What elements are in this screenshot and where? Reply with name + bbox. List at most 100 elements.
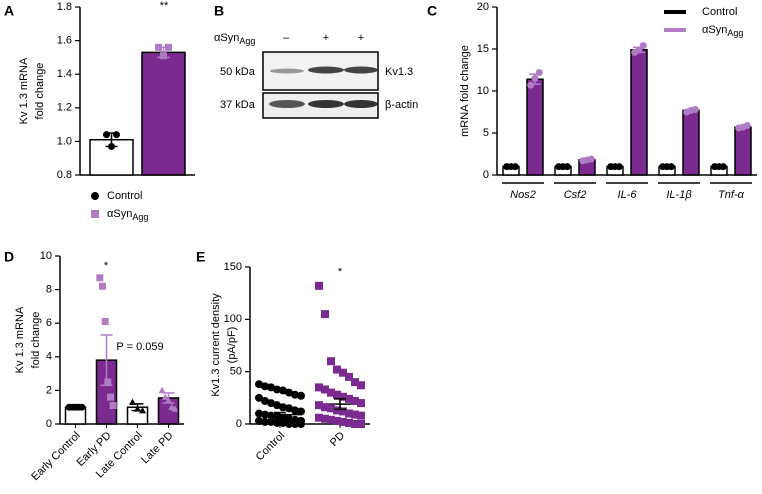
protein-label: β-actin	[385, 99, 418, 111]
y-tick-label: 0.8	[57, 169, 72, 181]
y-axis-label: fold change	[34, 63, 46, 120]
point	[267, 399, 275, 408]
size-label: 50 kDa	[220, 66, 256, 78]
y-tick-label: 100	[224, 313, 242, 325]
point	[297, 391, 305, 400]
y-tick-label: 10	[40, 250, 52, 262]
blot-band	[308, 100, 344, 108]
bar	[630, 49, 648, 176]
point	[315, 413, 323, 422]
point	[351, 420, 359, 428]
point	[351, 410, 359, 419]
point	[261, 382, 269, 391]
point	[91, 210, 99, 218]
point	[339, 392, 347, 401]
point	[351, 396, 359, 405]
point	[339, 368, 347, 377]
point	[291, 406, 299, 415]
x-tick-label: IL-6	[618, 189, 638, 201]
point	[535, 69, 543, 77]
y-axis-label: mRNA fold change	[459, 45, 471, 137]
y-axis-label: Kv1.3 current density	[210, 293, 222, 397]
y-axis-label: fold change	[30, 312, 42, 369]
bar	[526, 78, 544, 176]
point	[96, 274, 104, 282]
point	[255, 393, 263, 402]
point	[267, 411, 275, 420]
point	[511, 163, 519, 171]
y-tick-label: 2	[46, 384, 52, 396]
legend-name: Control	[107, 190, 142, 202]
y-tick-label: 1.0	[57, 135, 72, 147]
point	[267, 383, 275, 392]
point	[291, 390, 299, 399]
point	[285, 404, 293, 413]
y-tick-label: 1.2	[57, 102, 72, 114]
point	[357, 411, 365, 420]
bar	[141, 51, 186, 176]
point	[158, 386, 166, 394]
y-tick-label: 6	[46, 317, 52, 329]
lane-label: +	[323, 32, 329, 44]
point	[339, 417, 347, 426]
blot-band	[344, 100, 378, 108]
point	[345, 394, 353, 403]
panel-label: E	[196, 249, 205, 265]
treatment-sub: Agg	[239, 36, 255, 46]
point	[255, 409, 263, 418]
point	[333, 365, 341, 374]
blot-band	[270, 68, 304, 74]
x-tick-label: Nos2	[510, 189, 536, 201]
point	[321, 414, 329, 423]
y-tick-label: 1.8	[57, 1, 72, 13]
x-tick-label: IL-1β	[666, 189, 692, 201]
y-tick-label: 20	[477, 1, 489, 13]
point	[345, 372, 353, 381]
y-axis-label: (pA/pF)	[226, 327, 238, 364]
bar	[734, 126, 752, 176]
point	[527, 81, 535, 89]
point	[273, 418, 281, 427]
lane-label: –	[283, 32, 290, 44]
bar	[682, 109, 700, 176]
point	[327, 415, 335, 424]
point	[357, 381, 365, 390]
x-tick-label: Control	[254, 430, 288, 464]
point	[103, 131, 110, 139]
point	[357, 399, 365, 408]
point	[273, 385, 281, 394]
point	[327, 357, 335, 366]
legend-name: αSyn	[107, 208, 132, 220]
point	[321, 310, 329, 319]
point	[333, 406, 341, 415]
point	[104, 378, 112, 386]
annotation: P = 0.059	[116, 341, 163, 353]
point	[315, 401, 323, 410]
point	[339, 407, 347, 416]
treatment-label: αSynAgg	[214, 32, 255, 46]
point	[615, 163, 623, 171]
blot-band	[344, 66, 378, 74]
y-axis-label: Kv 1.3 mRNA	[18, 57, 30, 124]
point	[351, 378, 359, 387]
annotation: **	[160, 0, 169, 12]
panel-label: B	[214, 3, 224, 19]
blot-band	[308, 66, 344, 74]
point	[267, 417, 275, 426]
y-tick-label: 15	[477, 43, 489, 55]
legend-name: αSyn	[702, 24, 727, 36]
point	[563, 163, 571, 171]
panel-label: C	[427, 3, 437, 19]
point	[357, 420, 365, 428]
size-label: 37 kDa	[220, 99, 256, 111]
x-tick-label: Csf2	[564, 189, 587, 201]
blot-band	[269, 100, 305, 108]
point	[743, 121, 751, 129]
point	[107, 393, 114, 401]
point	[345, 418, 353, 427]
y-tick-label: 0	[46, 418, 52, 430]
annotation: *	[104, 260, 109, 272]
point	[297, 407, 305, 416]
legend-name: Control	[702, 6, 737, 18]
